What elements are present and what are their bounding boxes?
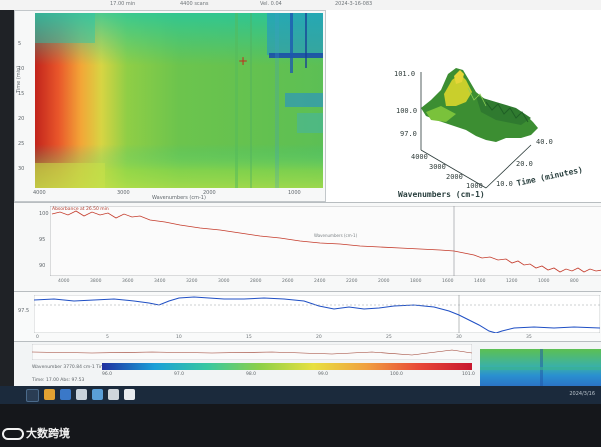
map-y-tick: 30 — [18, 166, 25, 172]
profile-x-tick: 10 — [176, 335, 182, 340]
title-fragment: Vel. 0.04 — [260, 1, 282, 7]
spectrum-x-tick: 1600 — [442, 279, 454, 284]
profile-x-tick: 25 — [386, 335, 392, 340]
map-y-tick: 20 — [18, 116, 25, 122]
spectrum-trace — [51, 210, 601, 273]
profile-x-tick: 20 — [316, 335, 322, 340]
mini-trace-plot — [32, 344, 472, 360]
map-x-axis-label: Wavenumbers (cm-1) — [152, 195, 206, 201]
left-bezel-strip — [0, 10, 14, 404]
time-profile-trace — [34, 296, 600, 333]
monitor-screen: 17.00 min 4400 scans Vel. 0.04 2024-3-16… — [0, 0, 601, 404]
spectrum-x-tick: 1800 — [410, 279, 422, 284]
spectrum-x-tick: 2800 — [250, 279, 262, 284]
wn-tick: 2000 — [446, 173, 463, 181]
cursor-marker-icon[interactable]: + — [238, 54, 248, 68]
file-icon[interactable] — [108, 389, 119, 400]
spectrum-x-tick: 3000 — [218, 279, 230, 284]
z-tick: 101.0 — [394, 70, 416, 78]
spectrum-x-tick: 2400 — [314, 279, 326, 284]
profile-x-tick: 0 — [36, 335, 39, 340]
time-tick: 40.0 — [536, 138, 553, 146]
bottom-panel: Wavenumber 3770.84 cm-1 Time 10.28 min T… — [14, 341, 601, 387]
spectrum-x-tick: 1400 — [474, 279, 486, 284]
spectrum-x-tick: 800 — [570, 279, 579, 284]
spectrum-x-tick: 1000 — [538, 279, 550, 284]
z-tick: 100.0 — [396, 107, 418, 115]
profile-x-tick: 35 — [526, 335, 532, 340]
profile-x-tick: 30 — [456, 335, 462, 340]
cursor-status-text: Wavenumber 3770.84 cm-1 Time 10.28 min — [32, 365, 132, 370]
color-scale-tick: 98.0 — [246, 372, 257, 377]
folder-icon[interactable] — [44, 389, 55, 400]
spectrum-legend: Absorbance at 26.50 min — [52, 207, 109, 212]
start-icon[interactable] — [26, 389, 39, 402]
map-x-tick: 1000 — [288, 190, 301, 196]
profile-y-tick: 97.5 — [18, 308, 30, 314]
spectrum-plot[interactable] — [50, 206, 601, 276]
spectrum-x-tick: 2600 — [282, 279, 294, 284]
map-x-tick: 2000 — [203, 190, 216, 196]
color-scale-bar — [102, 363, 472, 370]
map-y-tick: 15 — [18, 91, 25, 97]
spectrum-x-tick: 3400 — [154, 279, 166, 284]
spectrum-y-tick: 90 — [39, 263, 46, 269]
watermark: 大数跨境 — [2, 425, 70, 441]
watermark-text: 大数跨境 — [26, 427, 70, 440]
wn-tick: 1000 — [466, 182, 483, 190]
color-scale-tick: 97.0 — [174, 372, 185, 377]
spectrum-x-tick: 2000 — [378, 279, 390, 284]
point-status-text: Time: 17.00 Abs: 97.53 — [32, 378, 85, 383]
3d-surface-panel[interactable]: 101.0 100.0 97.0 40.0 20.0 10.0 4000 300… — [326, 10, 601, 202]
spectrum-x-tick: 2200 — [346, 279, 358, 284]
color-scale-tick: 99.0 — [318, 372, 329, 377]
time-tick: 10.0 — [496, 180, 513, 188]
profile-x-tick: 15 — [246, 335, 252, 340]
spectrum-x-tick: 3600 — [122, 279, 134, 284]
time-wavenumber-map-panel[interactable]: Time (min) 5 10 15 20 25 30 — [14, 10, 326, 202]
spectrum-x-tick: 3800 — [90, 279, 102, 284]
color-scale-tick: 100.0 — [390, 372, 403, 377]
map-y-tick: 25 — [18, 141, 25, 147]
spectrum-x-tick: 4000 — [58, 279, 70, 284]
surface-x-axis-label: Wavenumbers (cm-1) — [398, 190, 485, 199]
spectrum-y-tick: 100 — [39, 211, 49, 217]
spectrum-x-tick: 3200 — [186, 279, 198, 284]
map-x-tick: 4000 — [33, 190, 46, 196]
spectrum-x-axis-label: Wavenumbers (cm-1) — [314, 233, 358, 238]
time-profile-plot[interactable] — [34, 295, 600, 333]
map-x-tick: 3000 — [117, 190, 130, 196]
app-icon[interactable] — [60, 389, 71, 400]
time-profile-panel[interactable]: 97.5 0 5 10 15 20 25 30 35 — [14, 291, 601, 342]
wn-tick: 4000 — [411, 153, 428, 161]
spectrum-x-tick: 1200 — [506, 279, 518, 284]
spectrum-panel[interactable]: 100 95 90 Absorbance at 26.50 min Wavenu… — [14, 202, 601, 291]
title-fragment: 17.00 min — [110, 1, 136, 7]
z-tick: 97.0 — [400, 130, 417, 138]
tray-date: 2024/3/16 — [569, 391, 595, 397]
mini-heatmap-thumbnail[interactable] — [480, 349, 601, 387]
3d-surface-plot[interactable] — [326, 10, 601, 202]
map-y-tick: 10 — [18, 66, 25, 72]
wn-tick: 3000 — [429, 163, 446, 171]
absorbance-heatmap[interactable]: + — [35, 13, 323, 188]
watermark-logo-icon — [2, 428, 24, 440]
profile-x-tick: 5 — [106, 335, 109, 340]
spectrum-app-icon[interactable] — [124, 389, 135, 400]
title-fragment: 2024-3-16-083 — [335, 1, 373, 7]
document-icon[interactable] — [76, 389, 87, 400]
title-fragment: 4400 scans — [180, 1, 209, 7]
spectrum-y-tick: 95 — [39, 237, 46, 243]
time-tick: 20.0 — [516, 160, 533, 168]
color-scale-tick: 101.0 — [462, 372, 475, 377]
color-scale-tick: 96.0 — [102, 372, 113, 377]
taskbar: 2024/3/16 — [0, 386, 601, 404]
map-y-tick: 5 — [18, 41, 22, 47]
monitor-icon[interactable] — [92, 389, 103, 400]
